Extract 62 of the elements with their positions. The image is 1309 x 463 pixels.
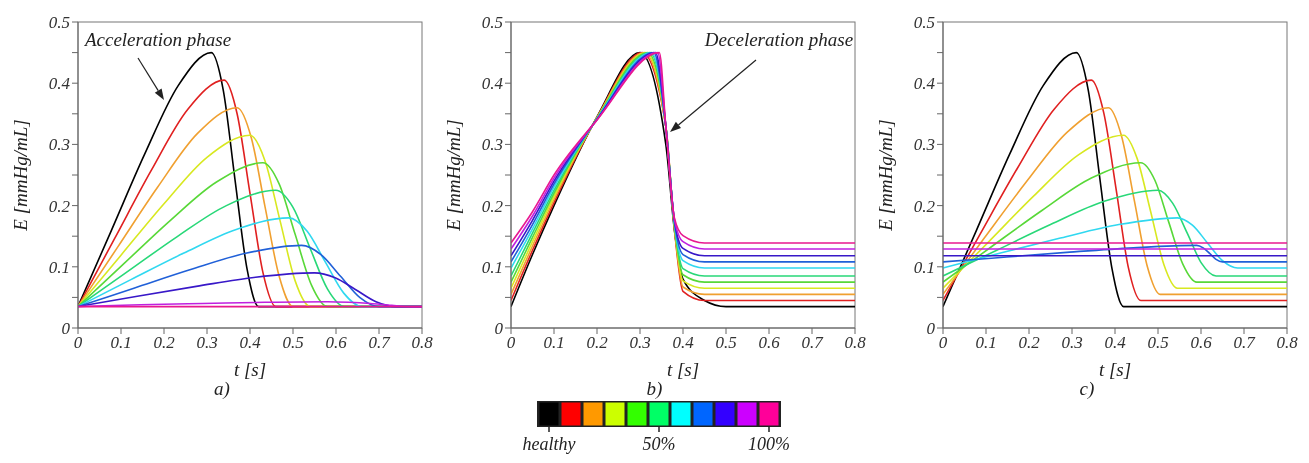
y-axis-title: E [mmHg/mL]: [9, 119, 31, 232]
text: b): [646, 378, 663, 400]
x-tick-label: 0.4: [1104, 333, 1127, 353]
x-axis-title: t [s]: [666, 359, 699, 380]
x-tick-label: 0.2: [585, 333, 608, 353]
x-tick-label: 0.1: [110, 333, 132, 353]
x-tick-label: 0.4: [671, 333, 694, 353]
x-axis-title: t [s]: [1098, 359, 1132, 380]
line-series: [943, 134, 1287, 290]
x-tick-label: 0.2: [1018, 333, 1041, 353]
y-axis-title: E [mmHg/mL]: [874, 119, 896, 232]
x-tick-label: 0.2: [153, 333, 176, 353]
x-tick-label: 0.7: [368, 333, 392, 353]
x-tick-label: 0.3: [1061, 333, 1083, 353]
category-label: healthy: [522, 434, 576, 454]
y-tick-label: 0: [494, 319, 503, 339]
x-tick-label: 0.7: [800, 333, 824, 353]
x-tick-label: 0.3: [628, 333, 651, 353]
x-tick-label: 0.5: [714, 333, 737, 353]
y-tick-label: 0.5: [913, 13, 935, 33]
x-tick-label: 0.1: [975, 333, 997, 353]
y-tick-label: 0.2: [481, 196, 503, 216]
x-tick-label: 0.8: [411, 333, 434, 353]
x-tick-label: 0.1: [542, 333, 565, 353]
y-tick-label: 0.4: [481, 74, 503, 94]
line-series: [943, 244, 1287, 263]
line-series: [943, 217, 1287, 269]
y-tick-label: 0.3: [913, 135, 935, 155]
y-tick-label: 0.2: [913, 196, 936, 216]
annotation: Acceleration phase: [82, 29, 232, 50]
x-tick-label: 0.5: [1147, 333, 1169, 353]
y-tick-label: 0.3: [481, 135, 503, 155]
x-axis-title: t [s]: [233, 359, 267, 380]
x-tick-label: 0.4: [239, 333, 262, 353]
text: c): [1079, 378, 1095, 400]
y-tick-label: 0: [926, 319, 936, 339]
x-tick-label: 0.6: [757, 333, 780, 353]
y-tick-label: 0.1: [913, 257, 935, 277]
x-tick-label: 0.8: [843, 333, 866, 353]
x-tick-label: 0.8: [1276, 333, 1299, 353]
line-series: [943, 189, 1287, 277]
y-tick-label: 0.5: [481, 13, 503, 33]
y-tick-label: 0.1: [481, 257, 503, 277]
y-tick-label: 0.2: [48, 196, 71, 216]
y-tick-label: 0.4: [48, 74, 71, 94]
y-axis-title: E [mmHg/mL]: [442, 119, 464, 232]
line-series: [943, 161, 1287, 283]
x-tick-label: 0.3: [196, 333, 218, 353]
category-label: 100%: [748, 434, 790, 454]
x-tick-label: 0: [506, 333, 516, 353]
annotation: Deceleration phase: [703, 29, 853, 50]
y-tick-label: 0.3: [48, 135, 70, 155]
text: a): [214, 378, 230, 400]
x-tick-label: 0.6: [325, 333, 348, 353]
y-tick-label: 0.5: [48, 13, 70, 33]
y-tick-label: 0.4: [913, 74, 936, 94]
category-label: 50%: [642, 434, 676, 454]
y-tick-label: 0: [61, 319, 71, 339]
x-tick-label: 0.5: [282, 333, 304, 353]
x-tick-label: 0.7: [1233, 333, 1257, 353]
x-tick-label: 0.6: [1190, 333, 1213, 353]
y-tick-label: 0.1: [48, 257, 70, 277]
